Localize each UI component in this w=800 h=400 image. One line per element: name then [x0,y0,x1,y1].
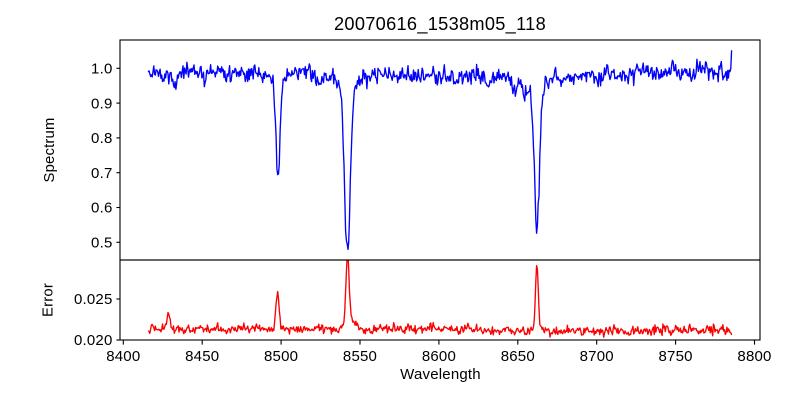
svg-text:8450: 8450 [185,348,219,365]
svg-text:Error: Error [41,283,57,317]
svg-text:0.020: 0.020 [74,332,113,349]
svg-text:8500: 8500 [264,348,298,365]
svg-text:Spectrum: Spectrum [42,118,58,183]
svg-text:8400: 8400 [106,348,140,365]
svg-text:0.7: 0.7 [91,165,112,182]
svg-text:8650: 8650 [501,348,535,365]
svg-text:0.025: 0.025 [74,291,113,308]
svg-text:Wavelength: Wavelength [400,366,481,383]
svg-text:20070616_1538m05_118: 20070616_1538m05_118 [334,14,546,35]
svg-text:8600: 8600 [422,348,456,365]
svg-text:8700: 8700 [580,348,614,365]
svg-text:8800: 8800 [737,348,771,365]
svg-text:8550: 8550 [343,348,377,365]
svg-text:0.9: 0.9 [91,95,112,112]
svg-text:0.5: 0.5 [91,235,112,252]
svg-text:0.8: 0.8 [91,130,112,147]
svg-text:1.0: 1.0 [91,61,112,78]
svg-text:8750: 8750 [659,348,693,365]
svg-text:0.6: 0.6 [91,200,112,217]
